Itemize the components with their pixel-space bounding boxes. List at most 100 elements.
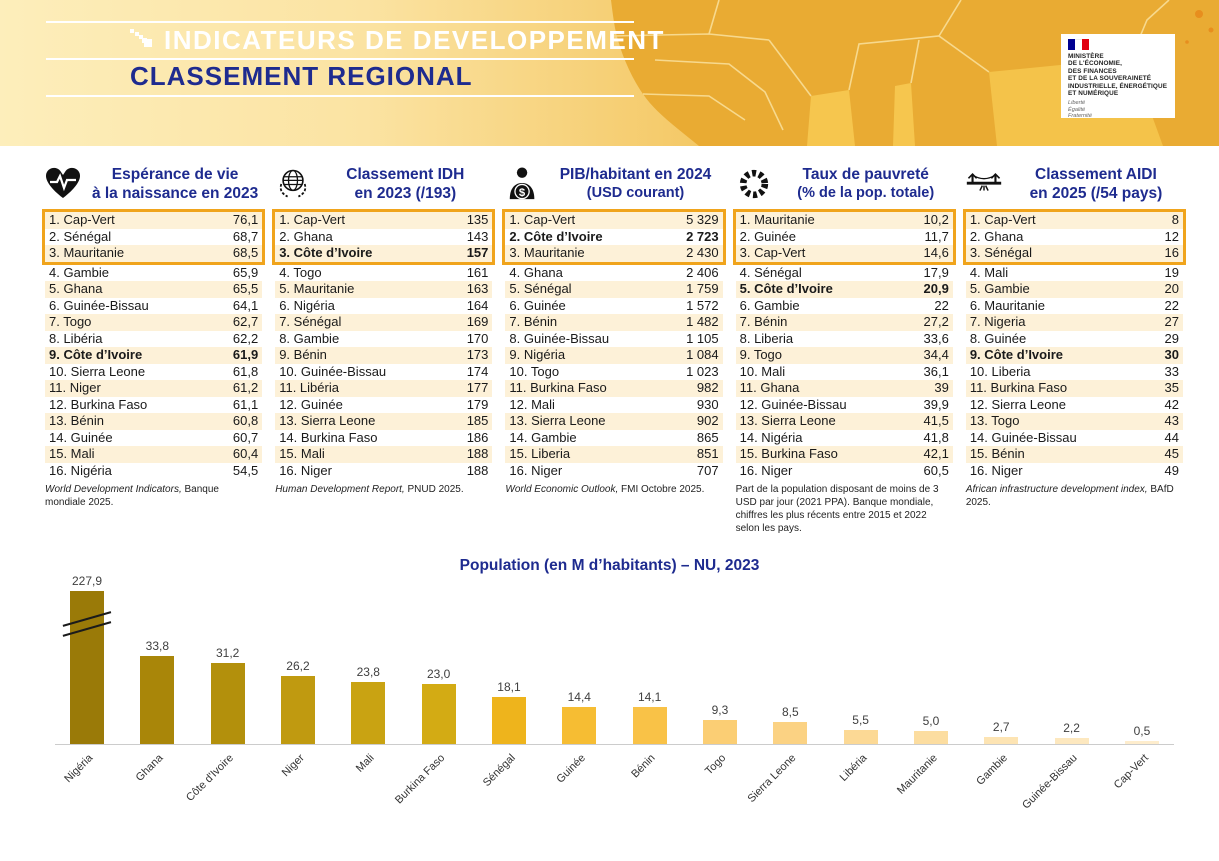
divider-line [46, 21, 634, 23]
category-label: Niger [279, 752, 307, 780]
rank-row: 8. Guinée-Bissau 1 105 [509, 330, 719, 346]
category-cell: Libéria [829, 747, 893, 833]
category-cell: Sénégal [477, 747, 541, 833]
rank-row: 13. Bénin 60,8 [45, 413, 263, 430]
rank-row: 13. Sierra Leone 902 [505, 413, 723, 430]
bar-value-label: 9,3 [711, 703, 729, 717]
person-dollar-icon: $ [510, 167, 535, 200]
rank-row: 8. Guinée 29 [969, 330, 1180, 346]
rank-row: 10. Liberia 33 [969, 363, 1180, 379]
table-pib-habitant: $ PIB/habitant en 2024 (USD courant) 1. … [502, 166, 726, 535]
bar [62, 591, 112, 744]
rank-row: 5. Sénégal 1 759 [505, 281, 723, 298]
category-cell: Cap-Vert [1110, 747, 1174, 833]
rank-row: 10. Sierra Leone 61,8 [49, 363, 259, 379]
poverty-wheel-icon [739, 169, 768, 199]
category-cell: Nigéria [55, 747, 119, 833]
source-note: Human Development Report, PNUD 2025. [275, 484, 464, 495]
rank-row: 16. Nigéria 54,5 [49, 462, 259, 478]
table-title: Classement IDH [346, 166, 465, 183]
rank-row: 8. Liberia 33,6 [739, 330, 949, 346]
bar-value-label: 18,1 [497, 680, 521, 694]
pixel-arrow-icon [130, 28, 152, 47]
table-title: PIB/habitant en 2024 [559, 166, 712, 183]
category-cell: Niger [266, 747, 330, 833]
bar [491, 697, 526, 744]
rank-row: 14. Burkina Faso 186 [279, 429, 489, 445]
population-chart: Population (en M d’habitants) – NU, 2023… [0, 545, 1219, 855]
bar-value-label: 5,0 [922, 714, 940, 728]
category-cell: Togo [688, 747, 752, 833]
bar-slot: 23,8 [336, 665, 400, 744]
rank-row: 13. Sierra Leone 41,5 [735, 413, 953, 430]
rank-row: 2. Guinée 11,7 [739, 228, 949, 244]
category-label: Mali [354, 752, 377, 775]
category-label: Guinée [554, 752, 588, 786]
ranking-tables: Espérance de vie à la naissance en 2023 … [42, 166, 1187, 535]
category-cell: Guinée [547, 747, 611, 833]
rank-row: 5. Mauritanie 163 [275, 281, 493, 298]
bar [210, 663, 245, 744]
bar-slot: 8,5 [758, 705, 822, 744]
rank-row: 7. Togo 62,7 [45, 314, 263, 331]
rank-row: 7. Bénin 1 482 [505, 314, 723, 331]
table-esperance-de-vie: Espérance de vie à la naissance en 2023 … [42, 166, 266, 535]
rank-row: 15. Mali 60,4 [45, 446, 263, 463]
table-title-line2: en 2023 (/193) [354, 184, 457, 202]
rank-row: 9. Togo 34,4 [735, 347, 953, 364]
rank-row: 4. Togo 161 [279, 264, 489, 280]
bar-slot: 5,0 [899, 714, 963, 744]
rank-row: 5. Côte d’Ivoire 20,9 [735, 281, 953, 298]
bar-value-label: 23,8 [356, 665, 380, 679]
bar-slot: 2,7 [969, 720, 1033, 744]
category-label: Côte d'Ivoire [184, 752, 237, 804]
ministry-name: MINISTÈRE DE L'ÉCONOMIE, DES FINANCES ET DE… [1068, 53, 1168, 98]
rank-row: 6. Nigéria 164 [279, 297, 489, 313]
rank-row: 1. Cap-Vert 8 [965, 212, 1184, 229]
rank-row: 11. Ghana 39 [735, 380, 953, 397]
category-label: Bénin [629, 752, 659, 781]
rank-list: 1. Mauritanie 10,2 2. Guinée 11,7 3. Cap-Ver… [732, 209, 956, 479]
bar [773, 722, 808, 744]
bar-value-label: 14,4 [567, 690, 591, 704]
main-title: INDICATEURS DE DEVELOPPEMENT [164, 25, 665, 55]
bar [1054, 738, 1089, 744]
bridge-icon [966, 173, 1001, 191]
rank-list: 1. Cap-Vert 135 2. Ghana 143 3. Côte d’Ivoir… [272, 209, 496, 479]
category-cell: Ghana [125, 747, 189, 833]
rank-row: 13. Sierra Leone 185 [275, 413, 493, 430]
french-flag-icon [1068, 39, 1168, 50]
rank-row: 11. Burkina Faso 35 [965, 380, 1184, 397]
category-cell: Mauritanie [895, 747, 963, 833]
category-label: Gambie [974, 752, 1010, 788]
table-title: Classement AIDI [1035, 166, 1157, 183]
bar [913, 731, 948, 744]
rank-row: 11. Burkina Faso 982 [505, 380, 723, 397]
rank-row: 4. Ghana 2 406 [509, 264, 719, 280]
source-note: World Economic Outlook, FMI Octobre 2025… [505, 484, 705, 495]
rank-row: 14. Gambie 865 [509, 429, 719, 445]
rank-row: 15. Mali 188 [275, 446, 493, 463]
header-titles: INDICATEURS DE DEVELOPPEMENT CLASSEMENT … [46, 21, 663, 97]
category-cell: Mali [336, 747, 400, 833]
bar-value-label: 8,5 [781, 705, 799, 719]
divider-line [46, 95, 634, 97]
rank-row: 4. Sénégal 17,9 [739, 264, 949, 280]
category-cell: Côte d'Ivoire [184, 747, 260, 833]
rank-row: 2. Ghana 12 [969, 228, 1180, 244]
rank-row: 1. Mauritanie 10,2 [735, 212, 953, 229]
rank-row: 3. Mauritanie 68,5 [45, 245, 263, 262]
rank-row: 3. Sénégal 16 [965, 245, 1184, 262]
rank-row: 8. Gambie 170 [279, 330, 489, 346]
rank-list: 1. Cap-Vert 8 2. Ghana 12 3. Sénégal 16 4. Mal… [962, 209, 1187, 479]
rank-list: 1. Cap-Vert 5 329 2. Côte d’Ivoire 2 723 3. … [502, 209, 726, 479]
rank-row: 10. Guinée-Bissau 174 [279, 363, 489, 379]
rank-row: 14. Guinée 60,7 [49, 429, 259, 445]
rank-row: 1. Cap-Vert 76,1 [45, 212, 263, 229]
bar-value-label: 0,5 [1133, 724, 1151, 738]
rank-row: 2. Côte d’Ivoire 2 723 [509, 228, 719, 244]
category-label: Ghana [133, 752, 166, 784]
rank-row: 3. Mauritanie 2 430 [505, 245, 723, 262]
bar-value-label: 23,0 [426, 667, 451, 681]
rank-row: 1. Cap-Vert 135 [275, 212, 493, 229]
